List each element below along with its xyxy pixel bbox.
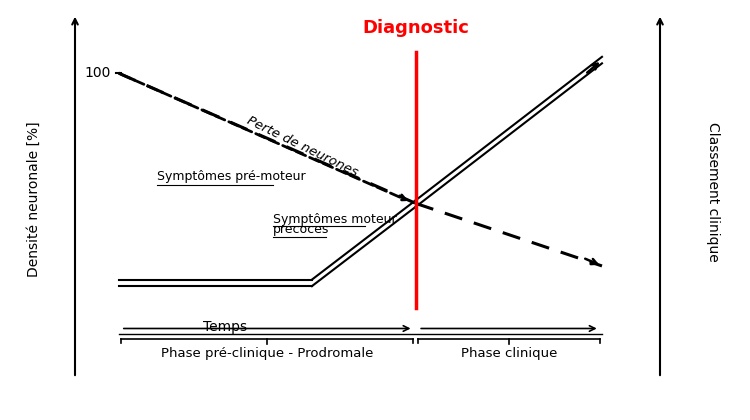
Text: précoces: précoces <box>273 223 329 236</box>
Text: Phase clinique: Phase clinique <box>460 347 557 360</box>
Text: Symptômes moteur: Symptômes moteur <box>273 213 397 226</box>
Text: Diagnostic: Diagnostic <box>362 18 470 37</box>
Text: Temps: Temps <box>202 320 247 334</box>
Text: Symptômes pré-moteur: Symptômes pré-moteur <box>158 170 306 183</box>
Text: Densité neuronale [%]: Densité neuronale [%] <box>27 122 41 277</box>
Text: Perte de neurones: Perte de neurones <box>244 113 359 178</box>
Text: 100: 100 <box>85 66 111 80</box>
Text: Phase pré-clinique - Prodromale: Phase pré-clinique - Prodromale <box>161 347 374 360</box>
Text: Classement clinique: Classement clinique <box>706 123 720 262</box>
